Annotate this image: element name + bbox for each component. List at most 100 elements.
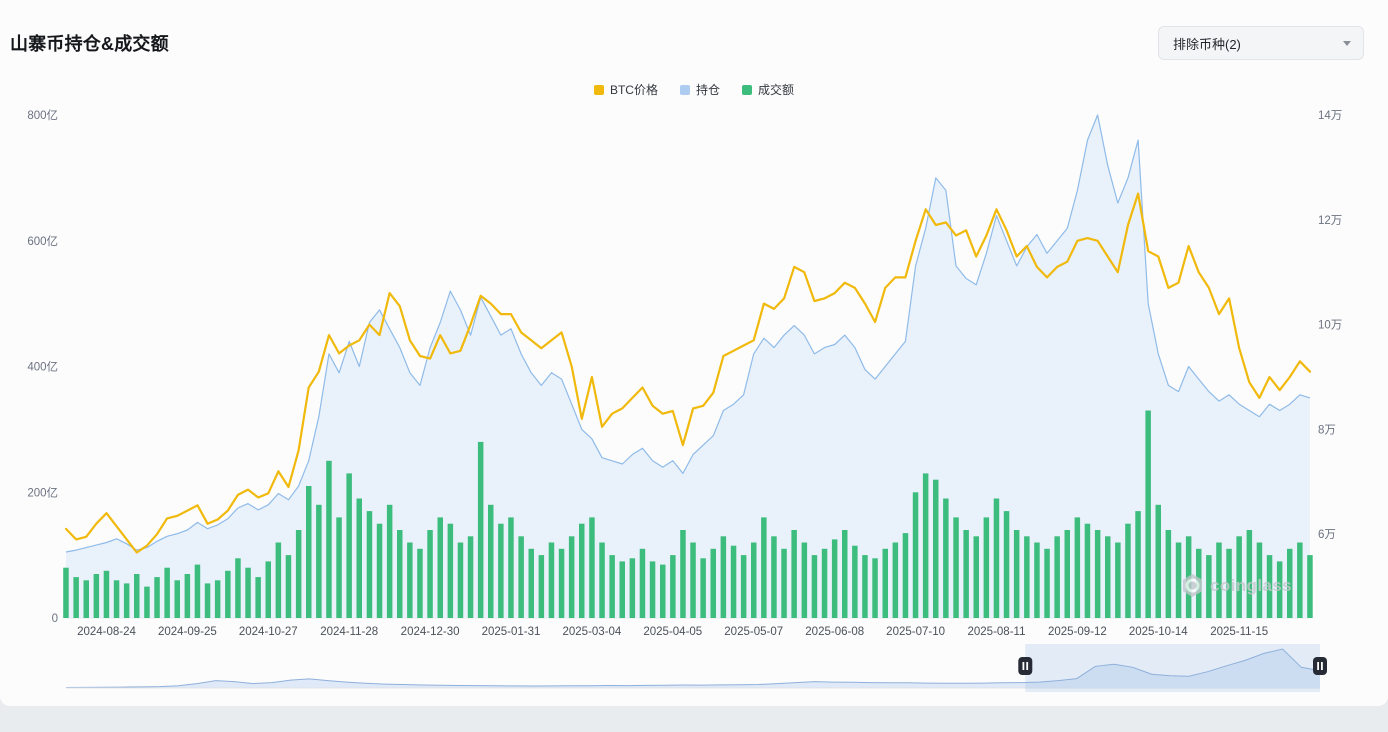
volume-bar <box>285 555 292 618</box>
data-zoom-navigator[interactable] <box>0 642 1388 696</box>
volume-bar <box>1135 511 1141 618</box>
navigator-left-handle[interactable] <box>1018 657 1033 675</box>
volume-bar <box>144 586 150 618</box>
volume-bar <box>558 548 565 618</box>
volume-bar <box>1003 511 1010 618</box>
volume-bar <box>912 492 919 619</box>
volume-bar <box>417 548 423 618</box>
volume-bar <box>225 570 231 618</box>
volume-bar <box>1196 548 1202 618</box>
volume-bar <box>518 536 524 618</box>
x-axis-tick: 2025-06-08 <box>805 626 864 638</box>
open-interest-line <box>65 114 1311 553</box>
left-axis-tick: 0 <box>52 613 58 625</box>
volume-bar <box>579 523 585 618</box>
volume-bar <box>386 504 393 618</box>
x-axis-tick: 2025-08-11 <box>968 626 1026 638</box>
volume-bar <box>1276 561 1283 618</box>
volume-bar <box>336 517 342 618</box>
volume-bar <box>781 548 787 618</box>
volume-bar <box>356 498 362 618</box>
volume-bar <box>892 542 899 618</box>
main-chart-canvas[interactable]: 0 200亿 400亿 600亿 800亿 6万 8万 10万 12万 14万 2024-08-24… <box>0 0 1388 642</box>
volume-bar <box>1115 542 1121 618</box>
x-axis-tick: 2025-07-10 <box>886 626 945 638</box>
volume-bar <box>407 542 413 618</box>
volume-bar <box>690 542 696 618</box>
volume-bar <box>568 536 575 618</box>
volume-bar <box>1084 523 1091 618</box>
volume-bar <box>184 574 191 618</box>
volume-bar <box>609 555 615 618</box>
x-axis-tick: 2025-10-14 <box>1129 626 1188 638</box>
volume-bar <box>1094 530 1101 618</box>
volume-bar <box>751 542 757 618</box>
volume-bar <box>670 555 676 618</box>
volume-bar <box>488 504 494 618</box>
volume-bar <box>902 533 909 618</box>
volume-bar <box>235 558 241 618</box>
volume-bar <box>316 504 322 618</box>
legend-item-volume[interactable]: 成交额 <box>742 81 794 98</box>
navigator-right-handle[interactable] <box>1313 657 1327 675</box>
volume-bar <box>134 574 140 618</box>
volume-bar <box>1175 542 1182 618</box>
legend-label-open-interest: 持仓 <box>695 83 720 97</box>
volume-bar <box>1206 555 1212 618</box>
volume-bar <box>1266 555 1273 618</box>
chevron-down-icon <box>1343 40 1351 46</box>
volume-bar <box>204 583 211 618</box>
volume-bar <box>1256 542 1263 618</box>
volume-bar <box>437 517 443 618</box>
btc-price-line <box>64 192 1312 554</box>
volume-bar <box>730 545 737 618</box>
volume-bar <box>811 555 818 618</box>
volume-bar <box>63 567 69 618</box>
volume-bar <box>1216 542 1222 618</box>
navigator-selection[interactable] <box>1025 644 1320 692</box>
volume-bar <box>113 580 120 618</box>
volume-bar <box>245 567 251 618</box>
volume-bar <box>427 530 433 618</box>
volume-bar <box>831 539 838 618</box>
dropdown-label: 排除币种(2) <box>1173 36 1241 52</box>
legend-item-open-interest[interactable]: 持仓 <box>679 81 720 98</box>
right-axis-tick: 6万 <box>1318 529 1336 541</box>
legend-item-btc-price[interactable]: BTC价格 <box>593 81 658 98</box>
volume-bar <box>1074 517 1081 618</box>
x-axis-tick: 2025-09-12 <box>1048 626 1107 638</box>
volume-bar <box>194 564 201 618</box>
volume-bar <box>366 511 373 618</box>
volume-bar <box>720 536 727 618</box>
volume-bar <box>761 517 767 618</box>
volume-bar <box>801 542 808 618</box>
volume-bar <box>83 580 89 618</box>
volume-bar <box>214 580 221 618</box>
volume-bar <box>639 548 646 618</box>
volume-bar <box>498 523 504 618</box>
volume-bar <box>821 548 828 618</box>
volume-bar <box>376 523 383 618</box>
page-title: 山寨币持仓&成交额 <box>10 34 169 54</box>
volume-bar <box>872 558 878 618</box>
volume-bar <box>1297 542 1303 618</box>
volume-bar <box>922 473 929 618</box>
volume-bar <box>1307 555 1313 618</box>
navigator-line <box>65 648 1321 688</box>
x-axis-tick: 2025-05-07 <box>724 626 783 638</box>
volume-bar <box>1054 536 1060 618</box>
x-axis-tick: 2025-11-15 <box>1210 626 1268 638</box>
volume-bar <box>528 548 534 618</box>
volume-bar <box>174 580 180 618</box>
exclude-coins-dropdown[interactable]: 排除币种(2) <box>1158 26 1364 60</box>
volume-bar <box>326 460 332 618</box>
left-axis-tick: 600亿 <box>27 235 58 248</box>
legend-swatch-open-interest <box>679 84 690 95</box>
volume-bar <box>852 545 858 618</box>
navigator-area <box>66 649 1320 688</box>
x-axis-tick: 2024-09-25 <box>158 626 217 638</box>
volume-bar <box>265 561 271 618</box>
right-axis-tick: 14万 <box>1318 110 1342 122</box>
volume-bar <box>771 536 777 618</box>
